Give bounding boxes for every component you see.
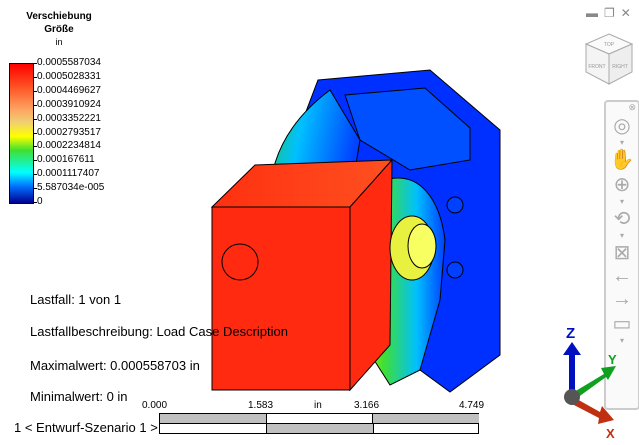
legend-tick: [33, 104, 37, 106]
next-view-icon[interactable]: →: [612, 288, 632, 310]
legend-tick: [33, 188, 37, 190]
legend-tick: [33, 76, 37, 78]
legend-value: 0.0001117407: [37, 168, 100, 180]
zoom-icon[interactable]: ⊕: [613, 174, 631, 196]
legend-value: 0.0003910924: [37, 98, 101, 110]
legend-value: 0: [37, 196, 43, 207]
load-case-description: Lastfallbeschreibung: Load Case Descript…: [30, 324, 288, 339]
design-scenario[interactable]: 1 < Entwurf-Szenario 1 >: [14, 420, 158, 435]
y-axis-arrow: [574, 366, 616, 398]
close-icon[interactable]: ✕: [620, 6, 637, 20]
chevron-down-icon[interactable]: ▾: [619, 336, 624, 345]
legend-title: Verschiebung: [26, 11, 92, 22]
legend-tick: [33, 63, 37, 64]
legend-tick: [33, 118, 37, 120]
min-value: Minimalwert: 0 in: [30, 389, 128, 404]
scale-tick: 4.749: [459, 400, 485, 411]
max-value: Maximalwert: 0.000558703 in: [30, 358, 200, 373]
viewcube-top: TOP: [604, 42, 615, 48]
legend-value: 0.0002793517: [37, 126, 101, 138]
steering-wheel-icon[interactable]: ◎: [613, 115, 631, 137]
legend-subtitle: Größe: [44, 24, 74, 35]
previous-view-icon[interactable]: ←: [612, 265, 632, 287]
minimize-icon[interactable]: ▬: [586, 6, 604, 20]
legend-tick: [33, 90, 37, 92]
legend-color-bar: [9, 63, 34, 204]
orbit-icon[interactable]: ⟲: [613, 208, 631, 230]
legend-value: 0.0005587034: [37, 57, 101, 68]
viewcube-right: RIGHT: [612, 64, 628, 70]
axis-triad: Z Y X: [563, 325, 617, 440]
x-axis-arrow: [572, 398, 614, 424]
legend-value: 0.000167611: [37, 154, 95, 166]
restore-icon[interactable]: ❐: [604, 6, 621, 20]
box-hole: [221, 243, 259, 281]
y-axis-label: Y: [608, 352, 617, 367]
chevron-down-icon[interactable]: ▾: [619, 197, 624, 206]
center-icon[interactable]: ⊠: [613, 242, 631, 264]
legend-tick: [33, 132, 37, 134]
legend-tick: [33, 202, 37, 203]
viewcube[interactable]: TOP FRONT RIGHT: [582, 30, 636, 88]
chevron-down-icon[interactable]: ▾: [619, 138, 624, 147]
look-at-icon[interactable]: ▭: [612, 313, 632, 335]
box-front: [211, 206, 351, 391]
legend-value: 0.0005028331: [37, 70, 101, 82]
legend-value: 5.587034e-005: [37, 182, 105, 194]
z-axis-label: Z: [566, 325, 575, 342]
scale-tick: 0.000: [142, 400, 168, 411]
viewcube-front: FRONT: [588, 64, 605, 70]
triad-origin: [564, 389, 580, 405]
close-icon[interactable]: ⊗: [628, 102, 636, 112]
x-axis-label: X: [606, 426, 615, 440]
scale-bar: [159, 413, 479, 434]
legend-value: 0.0003352221: [37, 112, 101, 124]
legend-value: 0.0002234814: [37, 140, 101, 152]
load-case: Lastfall: 1 von 1: [30, 292, 122, 307]
z-axis-arrow: [563, 342, 581, 390]
scale-tick: 1.583: [248, 400, 274, 411]
legend-unit: in: [55, 37, 63, 47]
window-controls: ▬❐✕: [586, 6, 637, 20]
legend-tick: [33, 160, 37, 162]
scale-unit: in: [314, 400, 322, 411]
legend-tick: [33, 174, 37, 176]
navigation-bar: ⊗ ◎ ▾ ✋ ⊕ ▾ ⟲ ▾ ⊠ ← → ▭ ▾: [604, 100, 639, 410]
pan-icon[interactable]: ✋: [609, 149, 635, 171]
scale-tick: 3.166: [354, 400, 380, 411]
legend-value: 0.0004469627: [37, 84, 101, 96]
chevron-down-icon[interactable]: ▾: [619, 231, 624, 240]
legend-tick: [33, 146, 37, 148]
